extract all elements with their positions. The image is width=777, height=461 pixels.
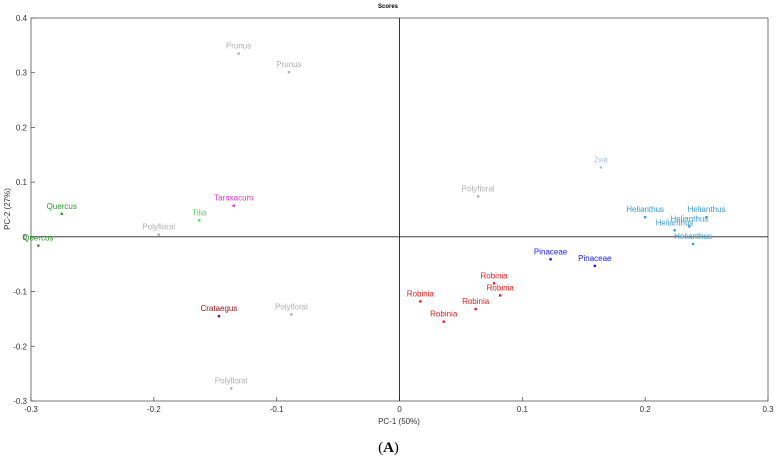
x-tick-label: -0.3 — [24, 405, 38, 414]
point-label: Helianthus — [656, 218, 694, 227]
y-tick-label: 0.1 — [16, 178, 28, 187]
y-axis-label: PC-2 (27%) — [3, 188, 12, 230]
score-point — [442, 320, 445, 323]
y-tick-label: -0.2 — [13, 342, 27, 351]
score-point — [287, 70, 291, 74]
y-tick-label: -0.1 — [13, 288, 27, 297]
point-label: Robinia — [487, 283, 515, 292]
point-label: Pinaceae — [578, 254, 612, 263]
score-point — [419, 300, 422, 303]
score-point — [643, 215, 647, 219]
y-tick-label: 0.2 — [16, 123, 28, 132]
x-tick-label: -0.1 — [270, 405, 284, 414]
score-point — [673, 229, 676, 232]
score-point — [290, 313, 293, 316]
point-label: Quercus — [47, 202, 77, 211]
score-point — [499, 294, 502, 297]
point-label: Robinia — [462, 297, 490, 306]
point-label: Polyfloral — [275, 303, 308, 312]
score-point — [492, 282, 496, 285]
score-point — [549, 258, 552, 261]
point-label: Crataegus — [200, 304, 237, 313]
point-label: Pinaceae — [534, 247, 568, 256]
y-tick-label: -0.3 — [13, 397, 27, 406]
x-tick-label: 0.1 — [517, 405, 529, 414]
point-label: Zea — [594, 155, 608, 164]
figure-caption: (A) — [0, 440, 777, 457]
point-label: Tilia — [192, 208, 207, 217]
x-axis-label: PC-1 (50%) — [378, 417, 420, 426]
score-point — [474, 307, 477, 311]
caption-letter: A — [383, 440, 394, 456]
point-label: Helianthus — [688, 205, 726, 214]
point-label: Helianthus — [670, 214, 708, 223]
caption-close: ) — [393, 440, 399, 456]
point-label: Prunus — [226, 42, 251, 51]
x-tick-label: 0.2 — [640, 405, 652, 414]
point-label: Helianthus — [626, 205, 664, 214]
y-tick-label: 0 — [23, 233, 28, 242]
point-label: Polyfloral — [142, 223, 175, 232]
point-label: Polyfloral — [462, 184, 495, 193]
score-point — [60, 212, 63, 216]
y-tick-label: 0.4 — [16, 14, 28, 23]
x-tick-label: -0.2 — [147, 405, 161, 414]
score-point — [688, 225, 691, 228]
point-label: Polyfloral — [215, 376, 248, 385]
point-label: Robinia — [430, 310, 458, 319]
point-label: Helianthus — [674, 232, 712, 241]
score-point — [217, 314, 221, 318]
x-tick-label: 0.3 — [762, 405, 774, 414]
scores-scatter-plot: Scores -0.3 -0.2 -0.1 0 0.1 0.2 0.3 0.4 0.3 0.2 0.… — [3, 4, 774, 426]
caption-open: ( — [378, 440, 384, 456]
score-point — [593, 264, 597, 268]
score-point — [705, 215, 708, 219]
point-label: Robinia — [407, 289, 435, 298]
score-point — [198, 219, 201, 222]
score-point — [230, 387, 233, 390]
point-label: Robinia — [481, 271, 509, 280]
score-point — [232, 204, 235, 207]
point-label: Prunus — [276, 60, 301, 69]
chart-title: Scores — [378, 4, 399, 10]
score-point — [37, 244, 40, 247]
score-point — [691, 242, 695, 246]
score-point — [599, 166, 603, 169]
score-point — [157, 233, 160, 236]
score-point — [476, 195, 480, 198]
point-label: Taraxacum — [214, 194, 253, 203]
y-tick-label: 0.3 — [16, 69, 28, 78]
point-label: Quercus — [23, 234, 53, 243]
score-point — [237, 52, 240, 55]
x-tick-label: 0 — [397, 405, 402, 414]
